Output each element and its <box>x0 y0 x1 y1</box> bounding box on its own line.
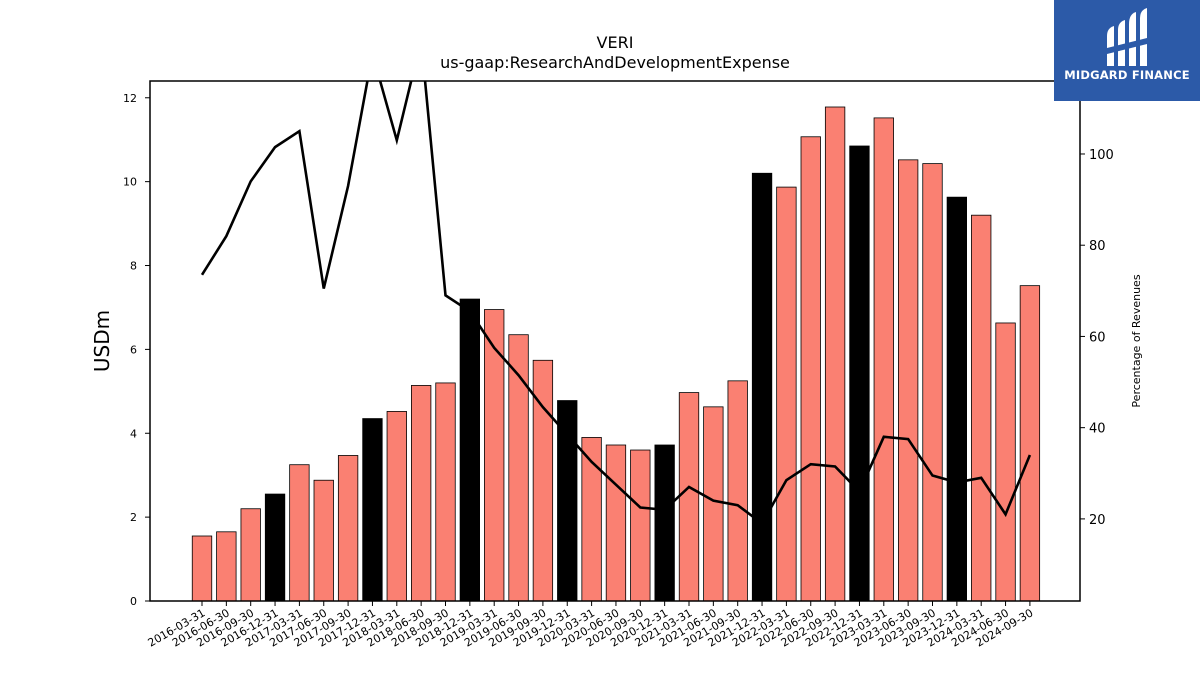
bars-group <box>191 106 1041 602</box>
midgard-logo-icon <box>1107 8 1147 66</box>
bar-2018-06-30 <box>410 385 432 602</box>
bar-2021-09-30 <box>727 380 748 602</box>
y-tick-label: 4 <box>130 427 137 440</box>
bar-2021-12-31 <box>751 172 773 602</box>
x-axis-ticks: 2016-03-312016-06-302016-09-302016-12-31… <box>146 601 1035 650</box>
y-axis-ticks: 0 2 4 6 8 10 12 <box>123 92 150 608</box>
bar-2024-03-31 <box>971 214 992 602</box>
bar-2022-12-31 <box>849 145 870 602</box>
y-tick-label: 8 <box>130 260 137 273</box>
y2-tick-label: 40 <box>1089 422 1106 437</box>
line-group <box>200 81 1032 526</box>
y-tick-label: 2 <box>130 511 137 524</box>
bar-2024-09-30 <box>1019 285 1041 602</box>
bar-2023-09-30 <box>922 163 943 602</box>
y-tick-label: 10 <box>123 176 137 189</box>
bar-2019-12-31 <box>557 400 578 602</box>
bar-2020-09-30 <box>630 449 651 602</box>
bar-2022-06-30 <box>800 136 821 602</box>
bar-2019-03-31 <box>484 309 505 602</box>
bar-2018-09-30 <box>435 382 456 602</box>
y-axis-label: USDm <box>90 310 114 372</box>
bar-2020-06-30 <box>605 444 627 602</box>
bar-2024-06-30 <box>995 322 1016 602</box>
bar-2018-03-31 <box>386 411 407 602</box>
y2-tick-label: 60 <box>1089 330 1106 345</box>
bar-2022-09-30 <box>824 106 846 602</box>
chart-subtitle: us-gaap:ResearchAndDevelopmentExpense <box>440 53 790 72</box>
bar-2020-12-31 <box>654 444 675 602</box>
y2-axis-label: Percentage of Revenues <box>1130 274 1143 407</box>
bar-2022-03-31 <box>776 186 797 602</box>
bar-2021-03-31 <box>678 392 700 602</box>
chart-title: VERI <box>597 33 634 52</box>
bar-2023-03-31 <box>873 117 894 602</box>
bar-2017-03-31 <box>289 464 310 602</box>
bar-2016-09-30 <box>240 508 261 602</box>
y-tick-label: 0 <box>130 595 137 608</box>
y2-tick-label: 20 <box>1089 513 1106 528</box>
bar-2016-12-31 <box>264 493 286 602</box>
bar-2017-12-31 <box>362 418 383 602</box>
logo-text: MIDGARD FINANCE <box>1064 68 1190 82</box>
plot-frame <box>149 80 1081 602</box>
bar-2023-06-30 <box>898 159 919 602</box>
bar-2017-06-30 <box>313 479 334 602</box>
bar-2018-12-31 <box>459 298 481 602</box>
y2-tick-label: 80 <box>1089 239 1106 254</box>
percentage-line <box>200 81 1032 526</box>
bar-2021-06-30 <box>703 406 724 602</box>
bar-2023-12-31 <box>946 196 967 602</box>
y-tick-label: 12 <box>123 92 137 105</box>
y2-tick-label: 100 <box>1089 148 1114 163</box>
bar-2016-03-31 <box>191 535 213 602</box>
y2-axis-ticks: 20 40 60 80 100 <box>1080 148 1114 528</box>
y-tick-label: 6 <box>130 343 137 356</box>
midgard-finance-logo: MIDGARD FINANCE <box>1054 0 1200 101</box>
bar-2017-09-30 <box>337 455 359 602</box>
bar-2016-06-30 <box>216 531 237 602</box>
